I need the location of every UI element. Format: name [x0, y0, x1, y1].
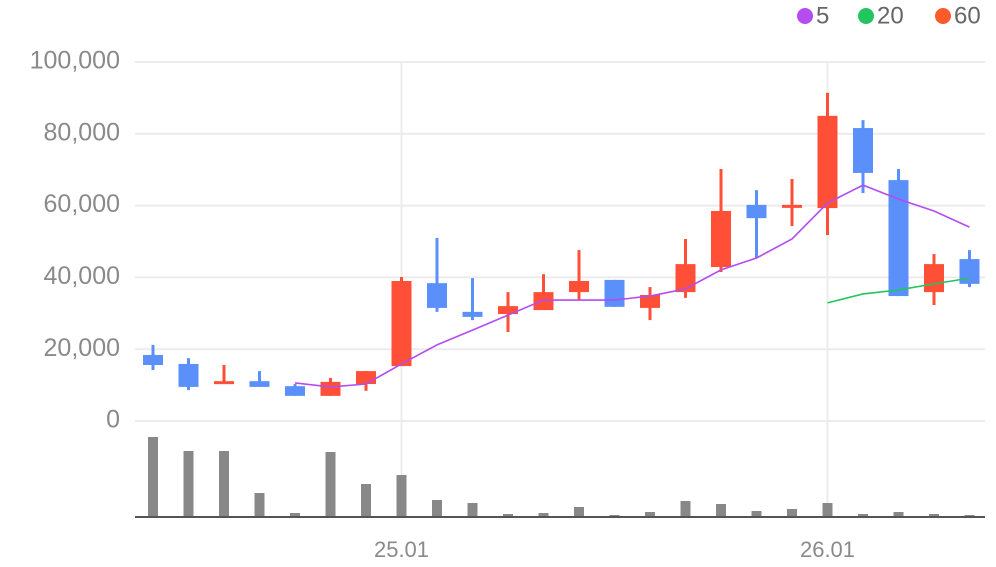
y-tick-label: 100,000	[30, 47, 120, 75]
legend-marker	[935, 8, 951, 24]
moving-average-line	[827, 277, 970, 304]
volume-bar	[645, 512, 655, 517]
candle-body	[782, 204, 802, 208]
candle-body	[178, 363, 199, 387]
volume-bar	[148, 437, 158, 517]
candle-wick	[790, 179, 794, 227]
candle-body	[143, 354, 163, 365]
candle-body	[214, 381, 234, 385]
volume-bar	[680, 501, 691, 517]
candle-wick	[258, 371, 261, 387]
volume-bar	[254, 493, 265, 517]
x-tick-label: 25.01	[374, 537, 429, 562]
volume-bar	[538, 513, 549, 517]
volume-bar	[290, 513, 300, 517]
legend-marker	[797, 8, 813, 24]
candle-body	[249, 381, 270, 387]
candle-body	[427, 283, 447, 308]
volume-bar	[361, 484, 371, 517]
volume-bar	[432, 500, 442, 517]
volume-bar	[219, 451, 229, 517]
volume-bar	[396, 475, 407, 517]
volume-bar	[929, 514, 939, 517]
candle-wick	[435, 237, 439, 312]
candle-body	[604, 279, 625, 307]
y-tick-label: 60,000	[44, 190, 120, 218]
x-tick-label: 26.01	[800, 537, 855, 562]
volume-bar	[503, 514, 513, 517]
legend-label: 20	[877, 2, 904, 29]
candle-body	[356, 371, 376, 385]
volume-bar	[751, 511, 762, 517]
candle-body	[462, 311, 483, 317]
candle-body	[498, 306, 518, 315]
candle-wick	[222, 364, 226, 385]
candle-body	[888, 180, 909, 297]
candle-body	[569, 280, 589, 293]
volume-bar	[574, 507, 584, 517]
volume-bar	[893, 512, 904, 517]
candle-wick	[471, 278, 474, 321]
candle-wick	[755, 190, 758, 259]
candle-body	[924, 264, 944, 293]
candle-body	[533, 292, 554, 311]
moving-average-line	[294, 184, 970, 388]
candle-body	[959, 259, 980, 284]
volume-bar	[716, 504, 726, 517]
legend-marker	[858, 8, 874, 24]
candle-body	[817, 115, 838, 209]
volume-bar	[858, 514, 868, 517]
volume-bar	[467, 503, 478, 517]
candle-body	[675, 264, 696, 293]
candle-body	[853, 128, 873, 173]
candle-body	[285, 386, 305, 396]
candle-body	[746, 204, 767, 219]
candle-body	[640, 294, 660, 308]
volume-bar	[822, 503, 833, 517]
candle-body	[320, 381, 341, 396]
volume-bar	[183, 451, 194, 517]
y-tick-label: 80,000	[44, 118, 120, 146]
y-tick-label: 20,000	[44, 334, 120, 362]
candle-wick	[577, 250, 581, 301]
volume-bar	[325, 452, 336, 517]
volume-bar	[787, 509, 797, 517]
y-tick-label: 0	[106, 406, 120, 434]
legend-label: 5	[816, 2, 829, 29]
candle-body	[391, 280, 412, 367]
y-tick-label: 40,000	[44, 262, 120, 290]
legend-label: 60	[954, 2, 981, 29]
candle-body	[711, 210, 731, 267]
